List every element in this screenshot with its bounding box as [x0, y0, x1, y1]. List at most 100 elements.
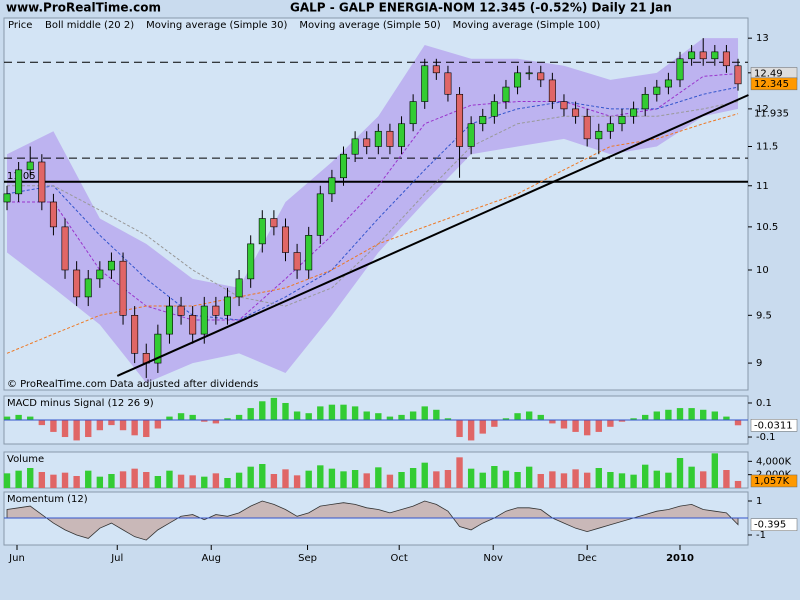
bar	[549, 471, 556, 488]
candle-body	[316, 193, 324, 236]
bar	[653, 411, 660, 420]
bar	[351, 406, 359, 420]
candle-body	[514, 72, 522, 88]
bar	[525, 411, 533, 420]
bar	[212, 420, 220, 424]
bar	[491, 466, 498, 488]
bar	[247, 408, 254, 420]
y-tick-label: 4,000K	[756, 456, 792, 467]
bar	[688, 466, 695, 488]
bar	[491, 420, 498, 427]
candle-body	[73, 269, 81, 298]
value-label-box	[750, 474, 798, 488]
bar	[433, 471, 440, 488]
bar	[723, 470, 730, 488]
site: www.ProRealTime.com	[6, 1, 161, 15]
y-tick-label: 11	[756, 181, 769, 192]
x-tick-label: 2010	[666, 553, 694, 564]
candle-body	[444, 72, 452, 95]
candle-body	[711, 51, 719, 60]
bar	[444, 470, 452, 488]
bar	[456, 457, 463, 488]
x-tick-label: Oct	[391, 553, 408, 564]
candle-body	[3, 193, 11, 203]
candle-body	[734, 65, 742, 85]
bar	[583, 420, 591, 436]
panel-title: Volume	[7, 454, 44, 465]
candle-body	[398, 123, 406, 147]
y-tick-label: -1	[756, 530, 766, 541]
bar	[201, 420, 208, 422]
bar	[259, 464, 266, 488]
bar	[224, 478, 231, 488]
bar	[270, 397, 278, 420]
candle-body	[200, 305, 208, 335]
x-tick-label: Nov	[483, 553, 503, 564]
candle-body	[409, 101, 417, 125]
bar	[50, 420, 57, 432]
legend-entry: Moving average (Simple 30)	[146, 20, 287, 31]
bar	[27, 468, 34, 488]
bar	[131, 420, 138, 436]
bar	[688, 408, 695, 420]
candle-body	[374, 130, 382, 147]
bar	[96, 476, 104, 488]
bar	[711, 411, 719, 420]
bar	[3, 473, 11, 488]
bar	[73, 476, 80, 488]
bar	[177, 474, 185, 488]
bar	[607, 420, 614, 427]
value-label: -0.0311	[754, 420, 793, 431]
bar	[235, 414, 243, 420]
candle-body	[618, 115, 626, 125]
candle-body	[572, 108, 580, 117]
bar	[386, 416, 394, 420]
bar	[560, 420, 568, 429]
bar	[143, 420, 150, 438]
y-tick-label: 9.5	[756, 310, 772, 321]
bar	[305, 470, 312, 488]
bar	[61, 420, 69, 438]
bar	[398, 414, 405, 420]
candle-body	[363, 138, 371, 147]
bar	[409, 411, 417, 420]
bar	[15, 470, 22, 488]
y-tick-label: 10.5	[756, 222, 778, 233]
legend-entry: Boll middle (20 2)	[45, 20, 134, 31]
x-tick-label: Dec	[577, 553, 596, 564]
panel-title: Momentum (12)	[7, 494, 88, 505]
y-tick-label: 9	[756, 358, 762, 369]
candle-body	[15, 169, 23, 195]
bar	[27, 416, 34, 420]
bar	[618, 473, 626, 488]
bar	[293, 475, 301, 488]
bar	[700, 471, 707, 488]
bar	[166, 416, 173, 420]
bar	[189, 414, 196, 420]
y-tick-label: 13	[756, 33, 769, 44]
x-tick-label: Jul	[110, 553, 123, 564]
candle-body	[305, 235, 313, 271]
candle-body	[688, 51, 696, 60]
candle-body	[641, 93, 649, 110]
candle-body	[502, 86, 510, 102]
bar	[270, 474, 278, 488]
candle-body	[26, 161, 34, 171]
bar	[386, 474, 394, 488]
moving-average	[6, 86, 739, 321]
value-label: -0.395	[754, 520, 786, 531]
bar	[282, 402, 289, 420]
bar	[421, 406, 428, 420]
legend-entry: Moving average (Simple 50)	[299, 20, 440, 31]
bar	[363, 411, 370, 420]
bar	[734, 480, 742, 488]
candle-body	[467, 123, 475, 147]
bar	[166, 470, 173, 488]
x-tick-label: Sep	[298, 553, 317, 564]
bar	[467, 420, 475, 441]
bar	[572, 469, 579, 488]
candle-body	[258, 218, 266, 245]
legend-entry: Moving average (Simple 100)	[453, 20, 601, 31]
value-label-box	[750, 518, 798, 531]
value-label: 11.935	[754, 109, 789, 120]
